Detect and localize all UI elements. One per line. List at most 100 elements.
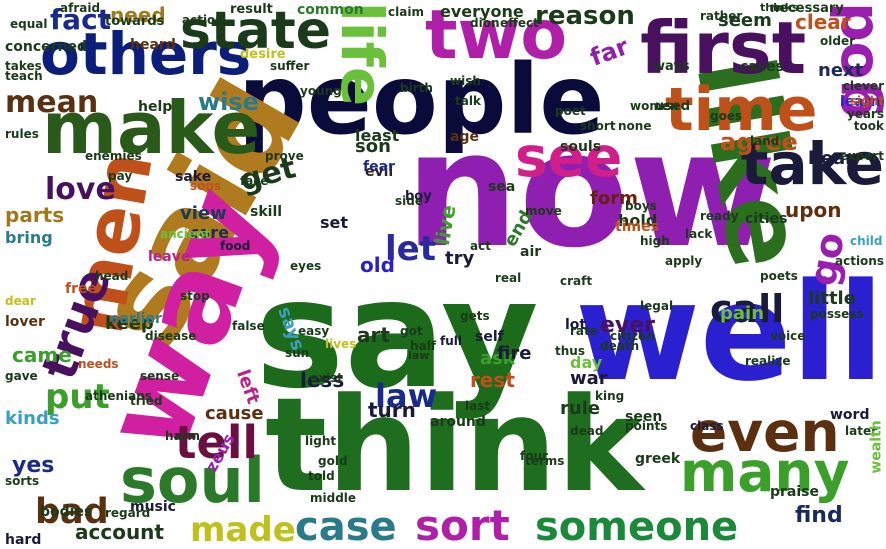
word-boys: boys [625, 199, 657, 213]
word-citizen: citizen [610, 329, 655, 343]
word-skill: skill [250, 204, 283, 220]
word-sort: sort [415, 501, 510, 549]
word-sons: sons [190, 179, 222, 193]
word-pain: pain [720, 303, 765, 324]
word-legal: legal [640, 299, 674, 313]
word-towards: towards [105, 14, 165, 29]
word-real: real [495, 271, 522, 285]
word-desire: desire [240, 47, 286, 62]
word-needs: needs [78, 357, 119, 371]
word-ever: ever [600, 313, 656, 338]
word-women: women [630, 99, 679, 113]
word-parts: parts [5, 203, 65, 227]
word-possess: possess [810, 307, 864, 321]
word-gold: gold [318, 454, 348, 468]
word-act: act [470, 239, 491, 253]
word-put: put [45, 377, 110, 417]
word-rather: rather [700, 9, 743, 23]
word-hold: hold [618, 211, 658, 230]
word-help: help [138, 99, 173, 115]
word-ready: ready [700, 209, 739, 223]
word-let: let [385, 229, 436, 269]
word-dion: dion [470, 16, 500, 30]
word-time: time [665, 75, 818, 145]
word-least: least [355, 126, 400, 145]
word-soul: soul [120, 444, 265, 517]
word-king: king [595, 389, 625, 403]
word-around: around [430, 414, 486, 430]
word-points: points [625, 419, 668, 433]
word-case: case [295, 504, 397, 549]
word-souls: souls [560, 139, 602, 155]
word-poet: poet [555, 104, 586, 118]
word-account: account [75, 520, 164, 544]
word-cause: cause [205, 403, 264, 424]
word-say: say [255, 248, 539, 422]
word-craft: craft [560, 274, 593, 288]
word-voice: voice [770, 329, 806, 343]
word-result: result [230, 2, 273, 17]
word-self: self [475, 329, 504, 345]
word-rules: rules [5, 127, 39, 141]
word-far: far [586, 32, 633, 72]
word-tell: tell [175, 416, 258, 469]
word-turn: turn [368, 398, 416, 422]
word-air: air [520, 244, 542, 260]
word-times: times [615, 219, 659, 235]
word-regard: regard [105, 506, 151, 520]
word-many: many [680, 440, 850, 504]
word-realize: realize [745, 354, 791, 368]
word-sun: sun [285, 346, 310, 360]
word-need: need [110, 3, 166, 27]
word-athenians: athenians [85, 389, 152, 403]
word-leave: leave [148, 249, 191, 265]
word-fear: fear [363, 159, 395, 175]
word-people: people [238, 44, 605, 156]
word-high: high [640, 234, 670, 248]
word-birth: birth [400, 81, 433, 95]
word-land: land [750, 134, 780, 148]
word-four: four [520, 449, 548, 463]
word-wealth: wealth [868, 420, 885, 474]
word-little: little [808, 288, 856, 309]
word-cities: cities [745, 211, 788, 227]
word-effect: effect [500, 16, 539, 30]
word-head: head [95, 269, 129, 283]
word-view: view [180, 203, 227, 224]
word-thinks: thinks [760, 1, 799, 14]
word-terms: terms [525, 454, 565, 468]
word-wise: wise [198, 88, 259, 116]
word-necessary: necessary [770, 1, 844, 16]
word-stop: stop [180, 289, 210, 303]
word-kinds: kinds [5, 408, 60, 429]
word-took: took [853, 119, 884, 133]
word-exist: exist [310, 371, 343, 385]
word-light: light [305, 434, 337, 448]
word-love: love [45, 172, 116, 207]
word-apply: apply [665, 254, 703, 268]
word-told: told [308, 469, 335, 483]
word-used: used [655, 99, 691, 114]
word-fire: fire [497, 343, 532, 364]
word-art: art [357, 323, 390, 347]
word-rule: rule [560, 398, 601, 419]
word-bodies: bodies [40, 504, 93, 520]
word-war: war [570, 368, 608, 389]
word-boy: boy [405, 189, 432, 204]
word-eyes: eyes [290, 259, 322, 273]
word-pay: pay [108, 169, 133, 183]
word-disease: disease [145, 329, 197, 343]
word-age: age [450, 129, 479, 145]
word-live: live [429, 203, 461, 247]
word-older: older [820, 34, 856, 48]
word-prove: prove [265, 149, 304, 163]
word-dead: dead [570, 424, 604, 438]
word-sorts: sorts [5, 474, 40, 488]
word-sight: sight [849, 94, 884, 108]
word-food: food [220, 239, 251, 253]
word-poets: poets [760, 269, 798, 283]
word-lot: lot [565, 317, 587, 333]
word-care: care [190, 223, 230, 242]
word-less: less [300, 368, 345, 392]
word-clever: clever [842, 79, 884, 93]
